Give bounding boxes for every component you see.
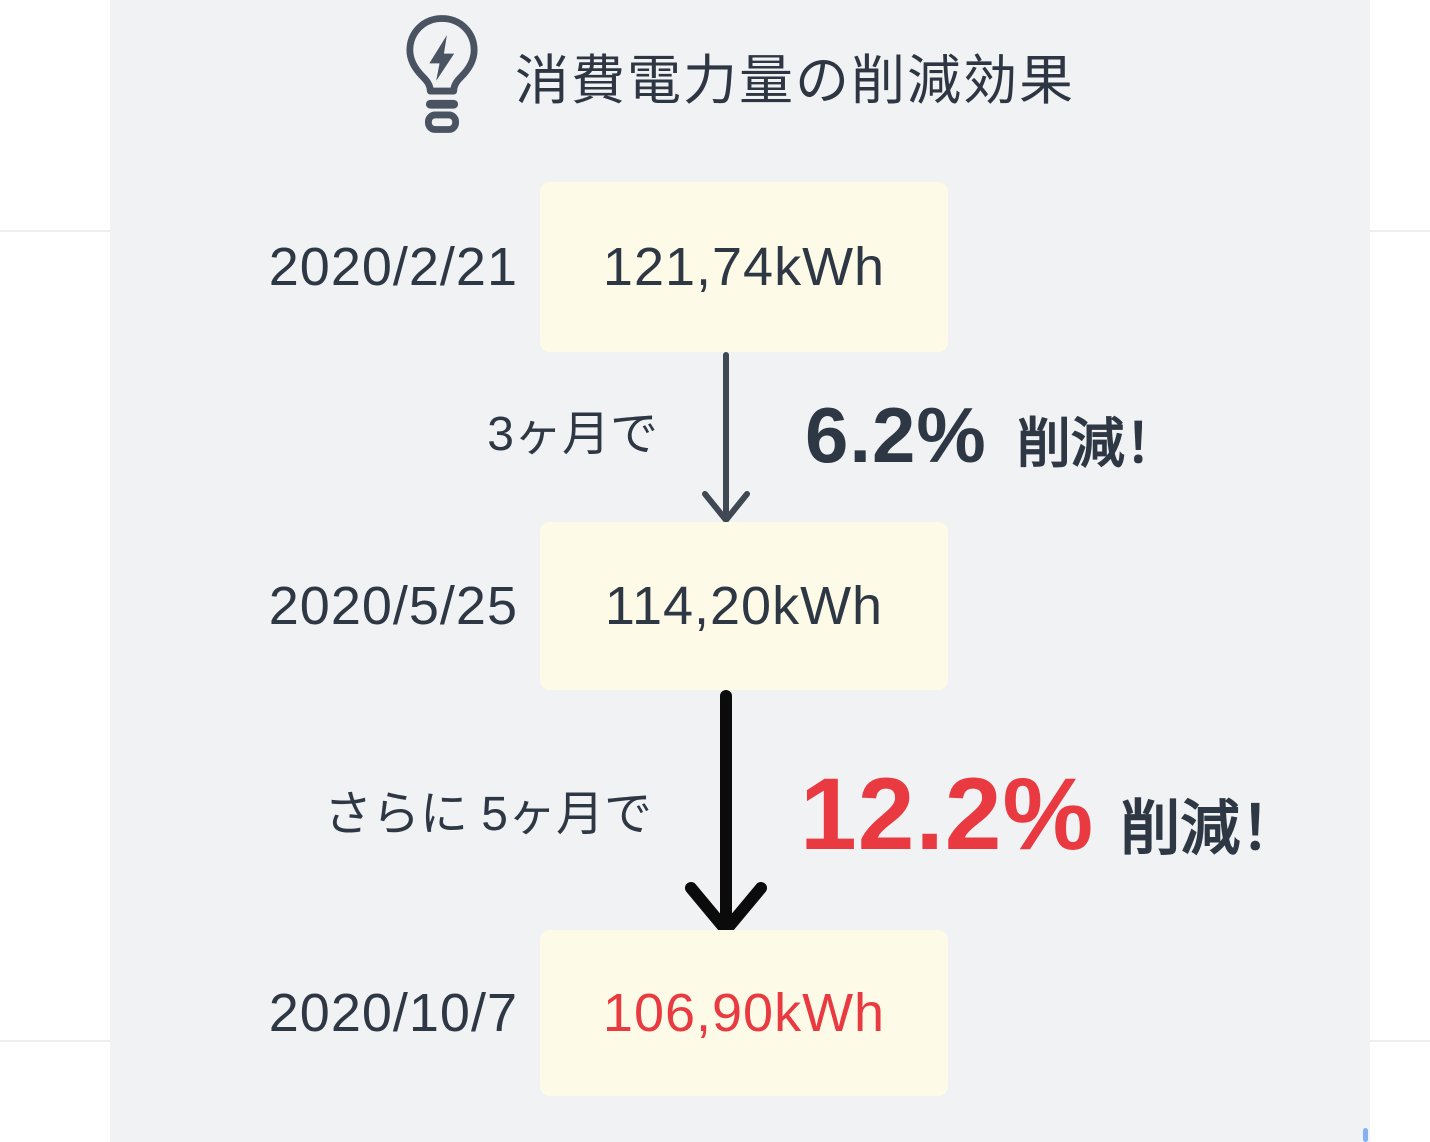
step-value-box: 114,20kWh: [540, 522, 948, 690]
scrollbar-fragment[interactable]: [1363, 1128, 1368, 1142]
step-date: 2020/5/25: [268, 576, 518, 636]
lightbulb-bolt-icon: [405, 13, 479, 137]
step-value-box: 106,90kWh: [540, 930, 948, 1096]
page-title: 消費電力量の削減効果: [515, 50, 1075, 111]
transition-result: 6.2% 削減！: [805, 392, 1179, 478]
transition-duration: さらに 5ヶ月で: [323, 788, 652, 841]
down-arrow-bold-icon: [678, 688, 774, 945]
step-value: 121,74kWh: [602, 237, 886, 297]
reduction-suffix: 削減！: [1016, 414, 1179, 474]
step-value: 114,20kWh: [604, 576, 884, 636]
step-date: 2020/2/21: [268, 237, 518, 297]
transition-duration: 3ヶ月で: [487, 408, 658, 461]
reduction-suffix: 削減！: [1120, 795, 1301, 862]
step-value-box: 121,74kWh: [540, 182, 948, 352]
reduction-percent: 12.2%: [800, 757, 1095, 871]
reduction-percent: 6.2%: [805, 391, 987, 479]
step-value: 106,90kWh: [602, 983, 886, 1043]
panel-header: 消費電力量の削減効果: [110, 0, 1370, 150]
transition-result: 12.2% 削減！: [800, 758, 1300, 870]
down-arrow-icon: [694, 350, 758, 535]
infographic-panel: 消費電力量の削減効果 2020/2/21 121,74kWh 3ヶ月で 6.2%…: [110, 0, 1370, 1142]
step-date: 2020/10/7: [268, 983, 518, 1043]
